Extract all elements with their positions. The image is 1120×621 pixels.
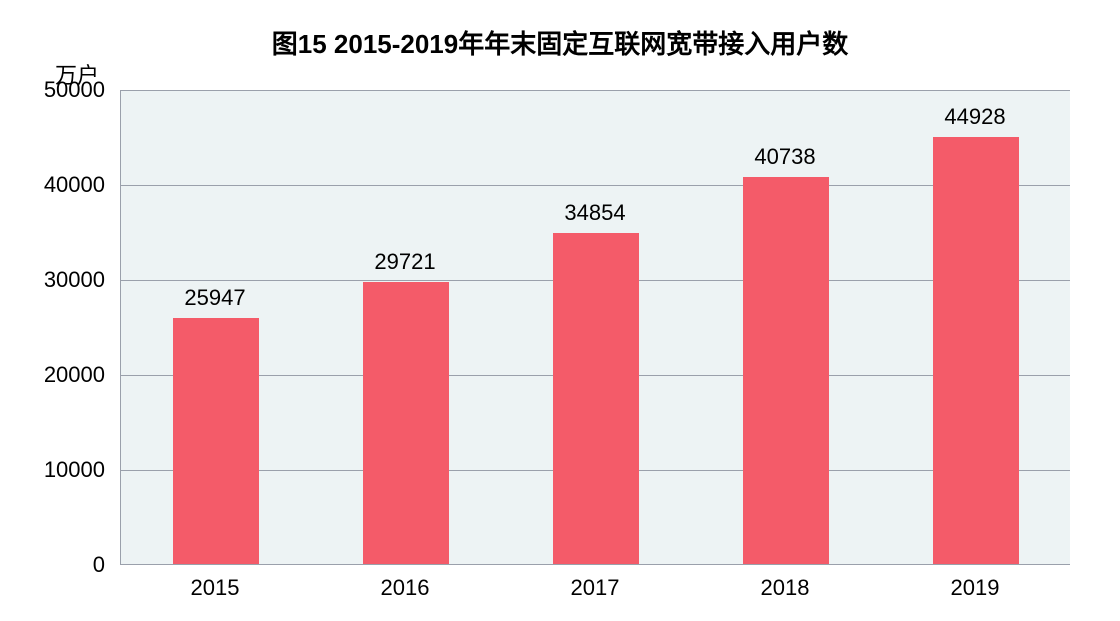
y-tick-label: 0 [0, 552, 105, 578]
bar [933, 137, 1019, 564]
x-tick-label: 2019 [880, 575, 1070, 601]
chart-title: 图15 2015-2019年年末固定互联网宽带接入用户数 [0, 24, 1120, 61]
y-tick-label: 20000 [0, 362, 105, 388]
y-tick-label: 40000 [0, 172, 105, 198]
grid-line [121, 185, 1070, 186]
x-tick-label: 2016 [310, 575, 500, 601]
bar [743, 177, 829, 564]
x-tick-label: 2018 [690, 575, 880, 601]
y-tick-label: 30000 [0, 267, 105, 293]
bar [553, 233, 639, 564]
plot-area [120, 90, 1070, 565]
y-tick-label: 10000 [0, 457, 105, 483]
grid-line [121, 90, 1070, 91]
bar-chart: 图15 2015-2019年年末固定互联网宽带接入用户数 万户 01000020… [0, 0, 1120, 621]
bar [173, 318, 259, 564]
y-tick-label: 50000 [0, 77, 105, 103]
bar [363, 282, 449, 564]
bar-value-label: 44928 [880, 104, 1070, 130]
bar-value-label: 29721 [310, 249, 500, 275]
bar-value-label: 40738 [690, 144, 880, 170]
x-tick-label: 2017 [500, 575, 690, 601]
x-tick-label: 2015 [120, 575, 310, 601]
bar-value-label: 34854 [500, 200, 690, 226]
bar-value-label: 25947 [120, 285, 310, 311]
